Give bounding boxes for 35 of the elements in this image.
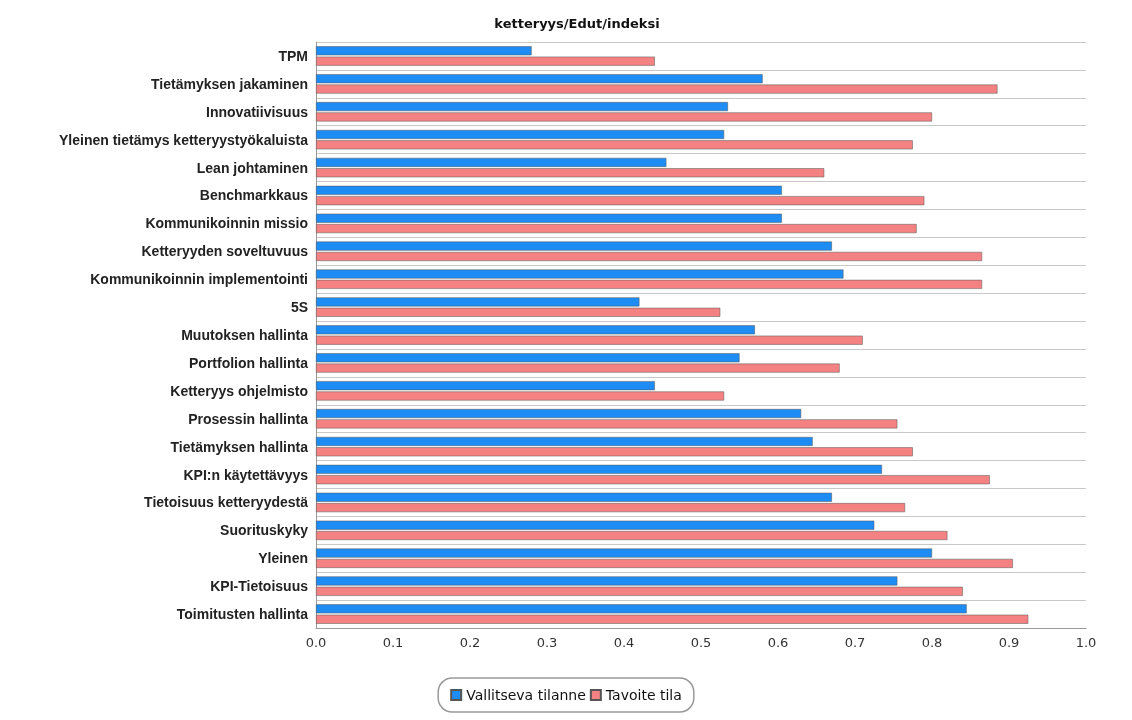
y-tick-label: Prosessin hallinta bbox=[188, 410, 309, 427]
y-tick-label: Benchmarkkaus bbox=[199, 187, 309, 204]
y-tick-label: Muutoksen hallinta bbox=[181, 327, 309, 343]
y-tick-label: Ketteryys ohjelmisto bbox=[170, 382, 308, 399]
x-tick-label: 0.7 bbox=[844, 635, 866, 650]
x-tick-label: 0.3 bbox=[536, 635, 558, 650]
y-tick-label: Tietämyksen jakaminen bbox=[151, 75, 308, 92]
chart-title: ketteryys/Edut/indeksi bbox=[494, 16, 660, 31]
x-tick-label: 0.8 bbox=[921, 635, 943, 650]
y-tick-label: Kommunikoinnin implementointi bbox=[90, 271, 308, 288]
legend-label: Tavoite tila bbox=[604, 687, 682, 703]
y-tick-label: Innovatiivisuus bbox=[206, 103, 309, 120]
x-tick-label: 0.9 bbox=[998, 635, 1020, 650]
y-tick-label: Lean johtaminen bbox=[196, 159, 308, 176]
y-tick-label: KPI:n käytettävyys bbox=[183, 466, 309, 483]
x-tick-label: 1.0 bbox=[1075, 635, 1097, 650]
y-tick-label: Toimitusten hallinta bbox=[176, 606, 309, 623]
y-tick-label: Ketteryyden soveltuvuus bbox=[141, 243, 309, 260]
y-tick-label: Tietoisuus ketteryydestä bbox=[144, 494, 309, 511]
y-tick-label: Portfolion hallinta bbox=[189, 354, 309, 371]
y-tick-label: Kommunikoinnin missio bbox=[145, 215, 308, 232]
x-tick-label: 0.1 bbox=[382, 635, 404, 650]
y-tick-label: 5S bbox=[290, 299, 308, 316]
y-tick-label: KPI-Tietoisuus bbox=[210, 578, 309, 595]
legend-label: Vallitseva tilanne bbox=[466, 687, 586, 703]
y-tick-label: Suorituskyky bbox=[220, 522, 309, 539]
x-tick-label: 0.5 bbox=[690, 635, 712, 650]
x-tick-label: 0.0 bbox=[305, 635, 327, 650]
x-tick-label: 0.6 bbox=[767, 635, 789, 650]
x-tick-label: 0.2 bbox=[459, 635, 481, 650]
x-tick-label: 0.4 bbox=[613, 635, 635, 650]
y-tick-label: TPM bbox=[278, 47, 308, 64]
y-tick-label: Tietämyksen hallinta bbox=[170, 438, 309, 455]
y-tick-label: Yleinen tietämys ketteryystyökaluista bbox=[58, 131, 309, 148]
y-tick-label: Yleinen bbox=[258, 550, 308, 567]
